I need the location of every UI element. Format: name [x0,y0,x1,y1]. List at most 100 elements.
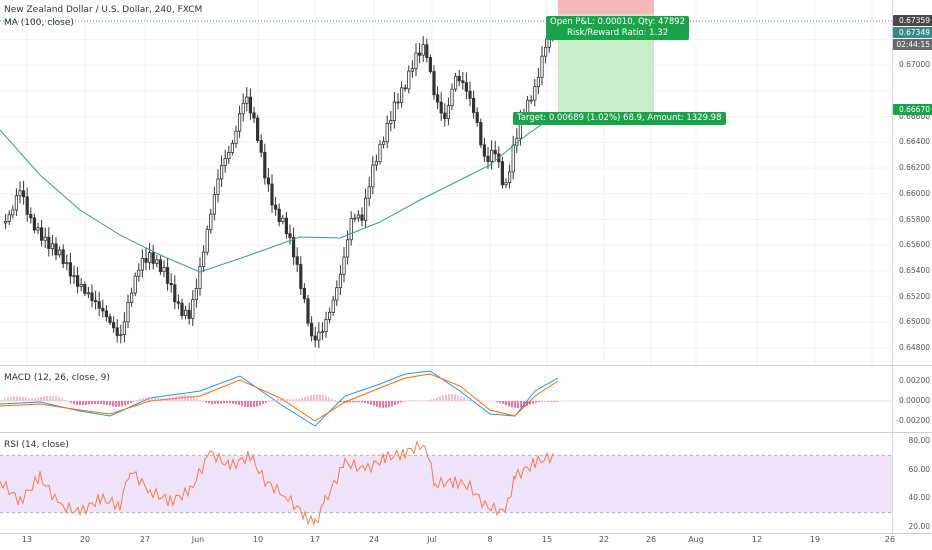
candle-body [241,102,245,115]
candle-body [7,214,11,222]
candle-body [255,117,260,141]
rsi-axis[interactable]: 80.00 60.00 40.00 20.00 [892,433,932,533]
time-tick[interactable]: 22 [598,535,610,544]
candle-body [270,183,274,206]
candle-body [50,243,55,249]
candle-body [61,249,65,265]
candle-body [266,177,271,185]
time-tick[interactable]: 27 [139,535,151,544]
price-tick: 0.65400 [898,265,930,275]
candle-body [194,288,198,300]
candle-body [180,302,184,317]
time-tick[interactable]: 17 [309,535,321,544]
candle-body [108,316,112,323]
symbol-title[interactable]: New Zealand Dollar / U.S. Dollar, 240, F… [4,5,203,15]
candle-body [378,143,382,162]
price-chart[interactable] [0,0,892,365]
candle-body [101,307,105,312]
candle-body [511,144,515,173]
candle-body [425,44,429,58]
candle-body [529,99,533,102]
time-axis[interactable]: 13 20 27 Jun 10 17 24 Jul 8 15 22 26 Aug 12 19 26 [0,533,896,550]
candle-body [507,171,512,184]
candle-body [54,243,58,256]
candle-body [234,130,238,144]
rsi-legend[interactable]: RSI (14, close) [4,440,69,450]
candle-body [25,196,29,215]
candle-body [288,233,292,238]
macd-legend[interactable]: MACD (12, 26, close, 9) [4,373,110,383]
stop-loss-zone [558,0,654,14]
time-tick[interactable]: 26 [884,535,896,544]
candle-body [417,52,422,56]
candle-body [536,76,541,87]
candle-body [306,298,310,324]
time-tick[interactable]: 8 [487,535,493,544]
macd-pane[interactable]: MACD (12, 26, close, 9) [0,366,892,432]
time-tick[interactable]: 24 [368,535,380,544]
candle-body [94,300,98,303]
candle-body [479,122,483,146]
candle-body [399,87,404,103]
candle-body [115,327,119,336]
pane-separator[interactable] [0,432,932,433]
candle-body [342,256,346,275]
candle-body [500,161,505,186]
price-axis[interactable]: 0.67000 0.66600 0.66400 0.66200 0.66000 0.658… [892,0,932,365]
price-pane[interactable]: New Zealand Dollar / U.S. Dollar, 240, F… [0,0,892,365]
candle-body [205,229,209,253]
candle-body [450,88,454,107]
candle-body [392,101,397,121]
candle-body [140,257,144,271]
candle-body [65,262,69,265]
time-tick[interactable]: 12 [751,535,763,544]
time-tick[interactable]: 13 [21,535,33,544]
candle-body [227,152,231,160]
candle-body [371,164,375,188]
countdown-label: 02:44:15 [893,39,932,50]
candle-body [263,151,267,179]
candle-body [464,82,469,92]
candle-body [68,262,72,277]
candle-body [76,275,80,287]
time-tick[interactable]: Jul [427,535,437,544]
time-tick[interactable]: 26 [645,535,657,544]
candle-body [173,284,177,303]
risk-reward-text: Risk/Reward Ratio: 1.32 [566,28,669,38]
candle-body [144,257,148,263]
time-tick[interactable]: 19 [809,535,821,544]
price-tick: 0.65200 [898,291,930,301]
time-tick[interactable]: Jun [191,535,205,544]
candle-body [385,123,389,143]
candle-body [349,218,353,241]
candle-body [147,252,152,263]
candle-body [245,96,249,104]
candle-body [284,217,289,234]
rsi-pane[interactable]: RSI (14, close) [0,433,892,533]
candle-body [36,227,40,231]
candle-body [252,112,256,119]
time-tick[interactable]: 15 [541,535,553,544]
time-tick[interactable]: Aug [688,535,704,544]
macd-axis[interactable]: 0.00200 0.00000 -0.00200 [892,366,932,432]
candle-body [209,213,213,230]
candle-body [353,217,357,220]
candle-body [112,322,116,329]
candle-body [198,266,202,289]
time-tick[interactable]: 20 [79,535,91,544]
candle-body [58,249,62,256]
candle-body [360,214,364,221]
macd-tick: 0.00200 [898,376,930,385]
candle-body [126,302,130,323]
candle-body [29,214,33,219]
candle-body [162,267,166,272]
time-tick[interactable]: 10 [252,535,264,544]
candle-body [428,57,433,72]
candle-body [414,52,418,69]
pane-separator[interactable] [0,365,932,366]
candle-body [313,335,317,341]
candle-body [169,282,173,286]
candle-body [259,140,263,153]
ma-legend[interactable]: MA (100, close) [4,18,74,28]
candle-body [381,141,386,145]
